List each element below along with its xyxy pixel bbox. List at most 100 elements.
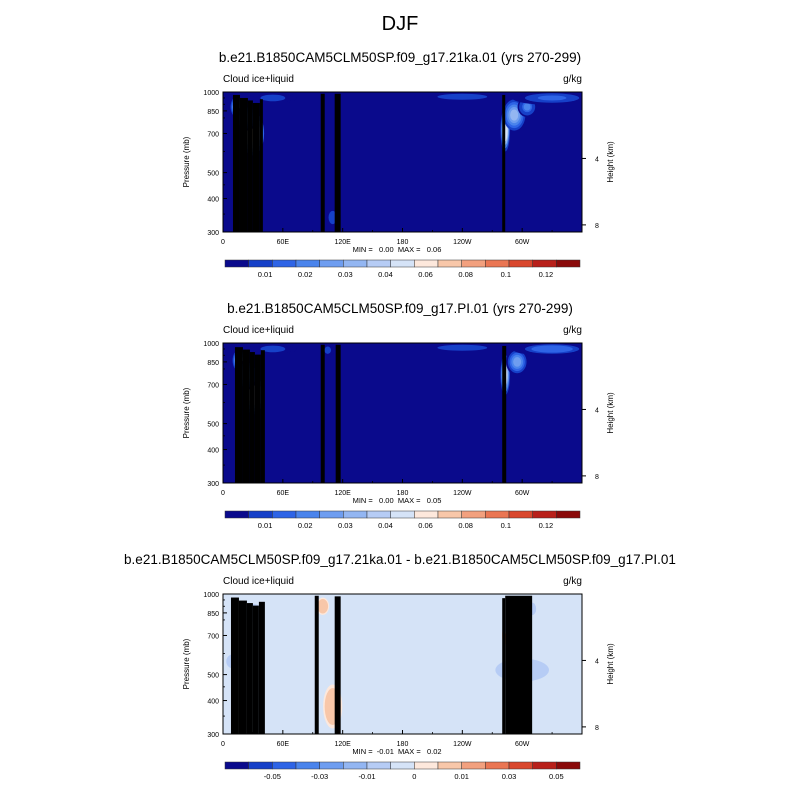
topography-block bbox=[252, 102, 260, 232]
x-tick-label: 60W bbox=[515, 490, 530, 497]
x-tick-label: 120E bbox=[334, 490, 351, 497]
x-tick-label: 60E bbox=[277, 239, 290, 246]
panel-title: b.e21.B1850CAM5CLM50SP.f09_g17.21ka.01 (… bbox=[219, 50, 581, 65]
contour-feature bbox=[325, 347, 331, 353]
contour-feature bbox=[264, 95, 282, 101]
colorbar-swatch bbox=[224, 259, 249, 268]
topography-block bbox=[505, 595, 533, 734]
colorbar-label: 0.12 bbox=[539, 270, 554, 279]
x-tick-label: 180 bbox=[397, 741, 409, 748]
colorbar-label: 0.08 bbox=[458, 521, 473, 530]
stats-label: MIN = 0.00 MAX = 0.05 bbox=[353, 496, 442, 505]
y-tick-label: 1000 bbox=[203, 90, 219, 97]
contour-feature bbox=[523, 103, 531, 111]
colorbar-label: 0 bbox=[412, 772, 416, 781]
colorbar-label: 0.08 bbox=[458, 270, 473, 279]
y2-tick-label: 4 bbox=[595, 658, 599, 665]
topography-block bbox=[334, 596, 341, 734]
colorbar-swatch bbox=[272, 259, 297, 268]
colorbar-swatch bbox=[461, 510, 486, 519]
colorbar-swatch bbox=[319, 761, 344, 770]
contour-feature bbox=[510, 109, 519, 121]
topography-block bbox=[254, 354, 261, 483]
colorbar-swatch bbox=[319, 259, 344, 268]
x-tick-label: 60W bbox=[515, 239, 530, 246]
panel-3: b.e21.B1850CAM5CLM50SP.f09_g17.21ka.01 -… bbox=[124, 552, 676, 781]
colorbar-swatch bbox=[556, 510, 581, 519]
stats-label: MIN = -0.01 MAX = 0.02 bbox=[352, 747, 441, 756]
contour-feature bbox=[329, 212, 336, 223]
y-axis-label: Pressure (mb) bbox=[182, 638, 191, 689]
colorbar-label: 0.05 bbox=[549, 772, 564, 781]
colorbar-label: 0.01 bbox=[258, 521, 273, 530]
contour-feature bbox=[513, 357, 522, 367]
variable-label: Cloud ice+liquid bbox=[223, 576, 294, 587]
colorbar-label: -0.01 bbox=[358, 772, 375, 781]
colorbar-swatch bbox=[295, 510, 320, 519]
y-axis-label: Pressure (mb) bbox=[182, 136, 191, 187]
contour-feature bbox=[264, 346, 282, 352]
topography-block bbox=[259, 99, 263, 232]
colorbar-swatch bbox=[461, 761, 486, 770]
units-label: g/kg bbox=[563, 74, 582, 85]
colorbar-swatch bbox=[366, 510, 391, 519]
y-tick-label: 500 bbox=[207, 422, 219, 429]
topography-block bbox=[502, 345, 507, 483]
y-tick-label: 700 bbox=[207, 131, 219, 138]
colorbar-label: 0.01 bbox=[454, 772, 469, 781]
y-tick-label: 300 bbox=[207, 732, 219, 739]
colorbar-swatch bbox=[414, 259, 439, 268]
colorbar-label: 0.03 bbox=[502, 772, 517, 781]
y2-axis-label: Height (km) bbox=[606, 141, 615, 183]
colorbar-label: 0.06 bbox=[418, 521, 433, 530]
colorbar-swatch bbox=[343, 259, 368, 268]
y-tick-label: 1000 bbox=[203, 341, 219, 348]
topography-block bbox=[502, 598, 506, 734]
y-tick-label: 700 bbox=[207, 633, 219, 640]
y-tick-label: 300 bbox=[207, 481, 219, 488]
topography-block bbox=[260, 350, 265, 483]
variable-label: Cloud ice+liquid bbox=[223, 325, 294, 336]
colorbar-swatch bbox=[437, 259, 462, 268]
x-tick-label: 180 bbox=[397, 490, 409, 497]
topography-block bbox=[249, 352, 255, 483]
colorbar-swatch bbox=[414, 761, 439, 770]
contour-feature bbox=[537, 95, 567, 101]
colorbar-label: 0.02 bbox=[298, 270, 313, 279]
topography-block bbox=[234, 347, 243, 483]
x-tick-label: 0 bbox=[221, 490, 225, 497]
y2-tick-label: 4 bbox=[595, 407, 599, 414]
colorbar-swatch bbox=[532, 761, 557, 770]
y2-tick-label: 8 bbox=[595, 223, 599, 230]
colorbar-swatch bbox=[508, 510, 533, 519]
x-tick-label: 120E bbox=[334, 239, 351, 246]
colorbar-label: 0.04 bbox=[378, 270, 393, 279]
colorbar-label: 0.01 bbox=[258, 270, 273, 279]
units-label: g/kg bbox=[563, 576, 582, 587]
colorbar-swatch bbox=[272, 510, 297, 519]
colorbar-label: 0.06 bbox=[418, 270, 433, 279]
colorbar-swatch bbox=[485, 761, 510, 770]
colorbar-swatch bbox=[272, 761, 297, 770]
colorbar-swatch bbox=[508, 761, 533, 770]
colorbar-swatch bbox=[319, 510, 344, 519]
x-tick-label: 120W bbox=[453, 741, 472, 748]
units-label: g/kg bbox=[563, 325, 582, 336]
colorbar-label: 0.12 bbox=[539, 521, 554, 530]
y2-axis-label: Height (km) bbox=[606, 643, 615, 685]
colorbar-swatch bbox=[248, 510, 273, 519]
topography-block bbox=[232, 94, 240, 232]
x-tick-label: 0 bbox=[221, 741, 225, 748]
y-tick-label: 850 bbox=[207, 611, 219, 618]
colorbar-swatch bbox=[295, 259, 320, 268]
contour-feature bbox=[445, 94, 480, 99]
topography-block bbox=[239, 97, 248, 232]
y-tick-label: 850 bbox=[207, 360, 219, 367]
x-tick-label: 120E bbox=[334, 741, 351, 748]
colorbar-swatch bbox=[532, 259, 557, 268]
panel-1: b.e21.B1850CAM5CLM50SP.f09_g17.21ka.01 (… bbox=[182, 50, 615, 279]
colorbar-label: 0.1 bbox=[501, 521, 511, 530]
colorbar-swatch bbox=[343, 761, 368, 770]
colorbar-swatch bbox=[437, 761, 462, 770]
